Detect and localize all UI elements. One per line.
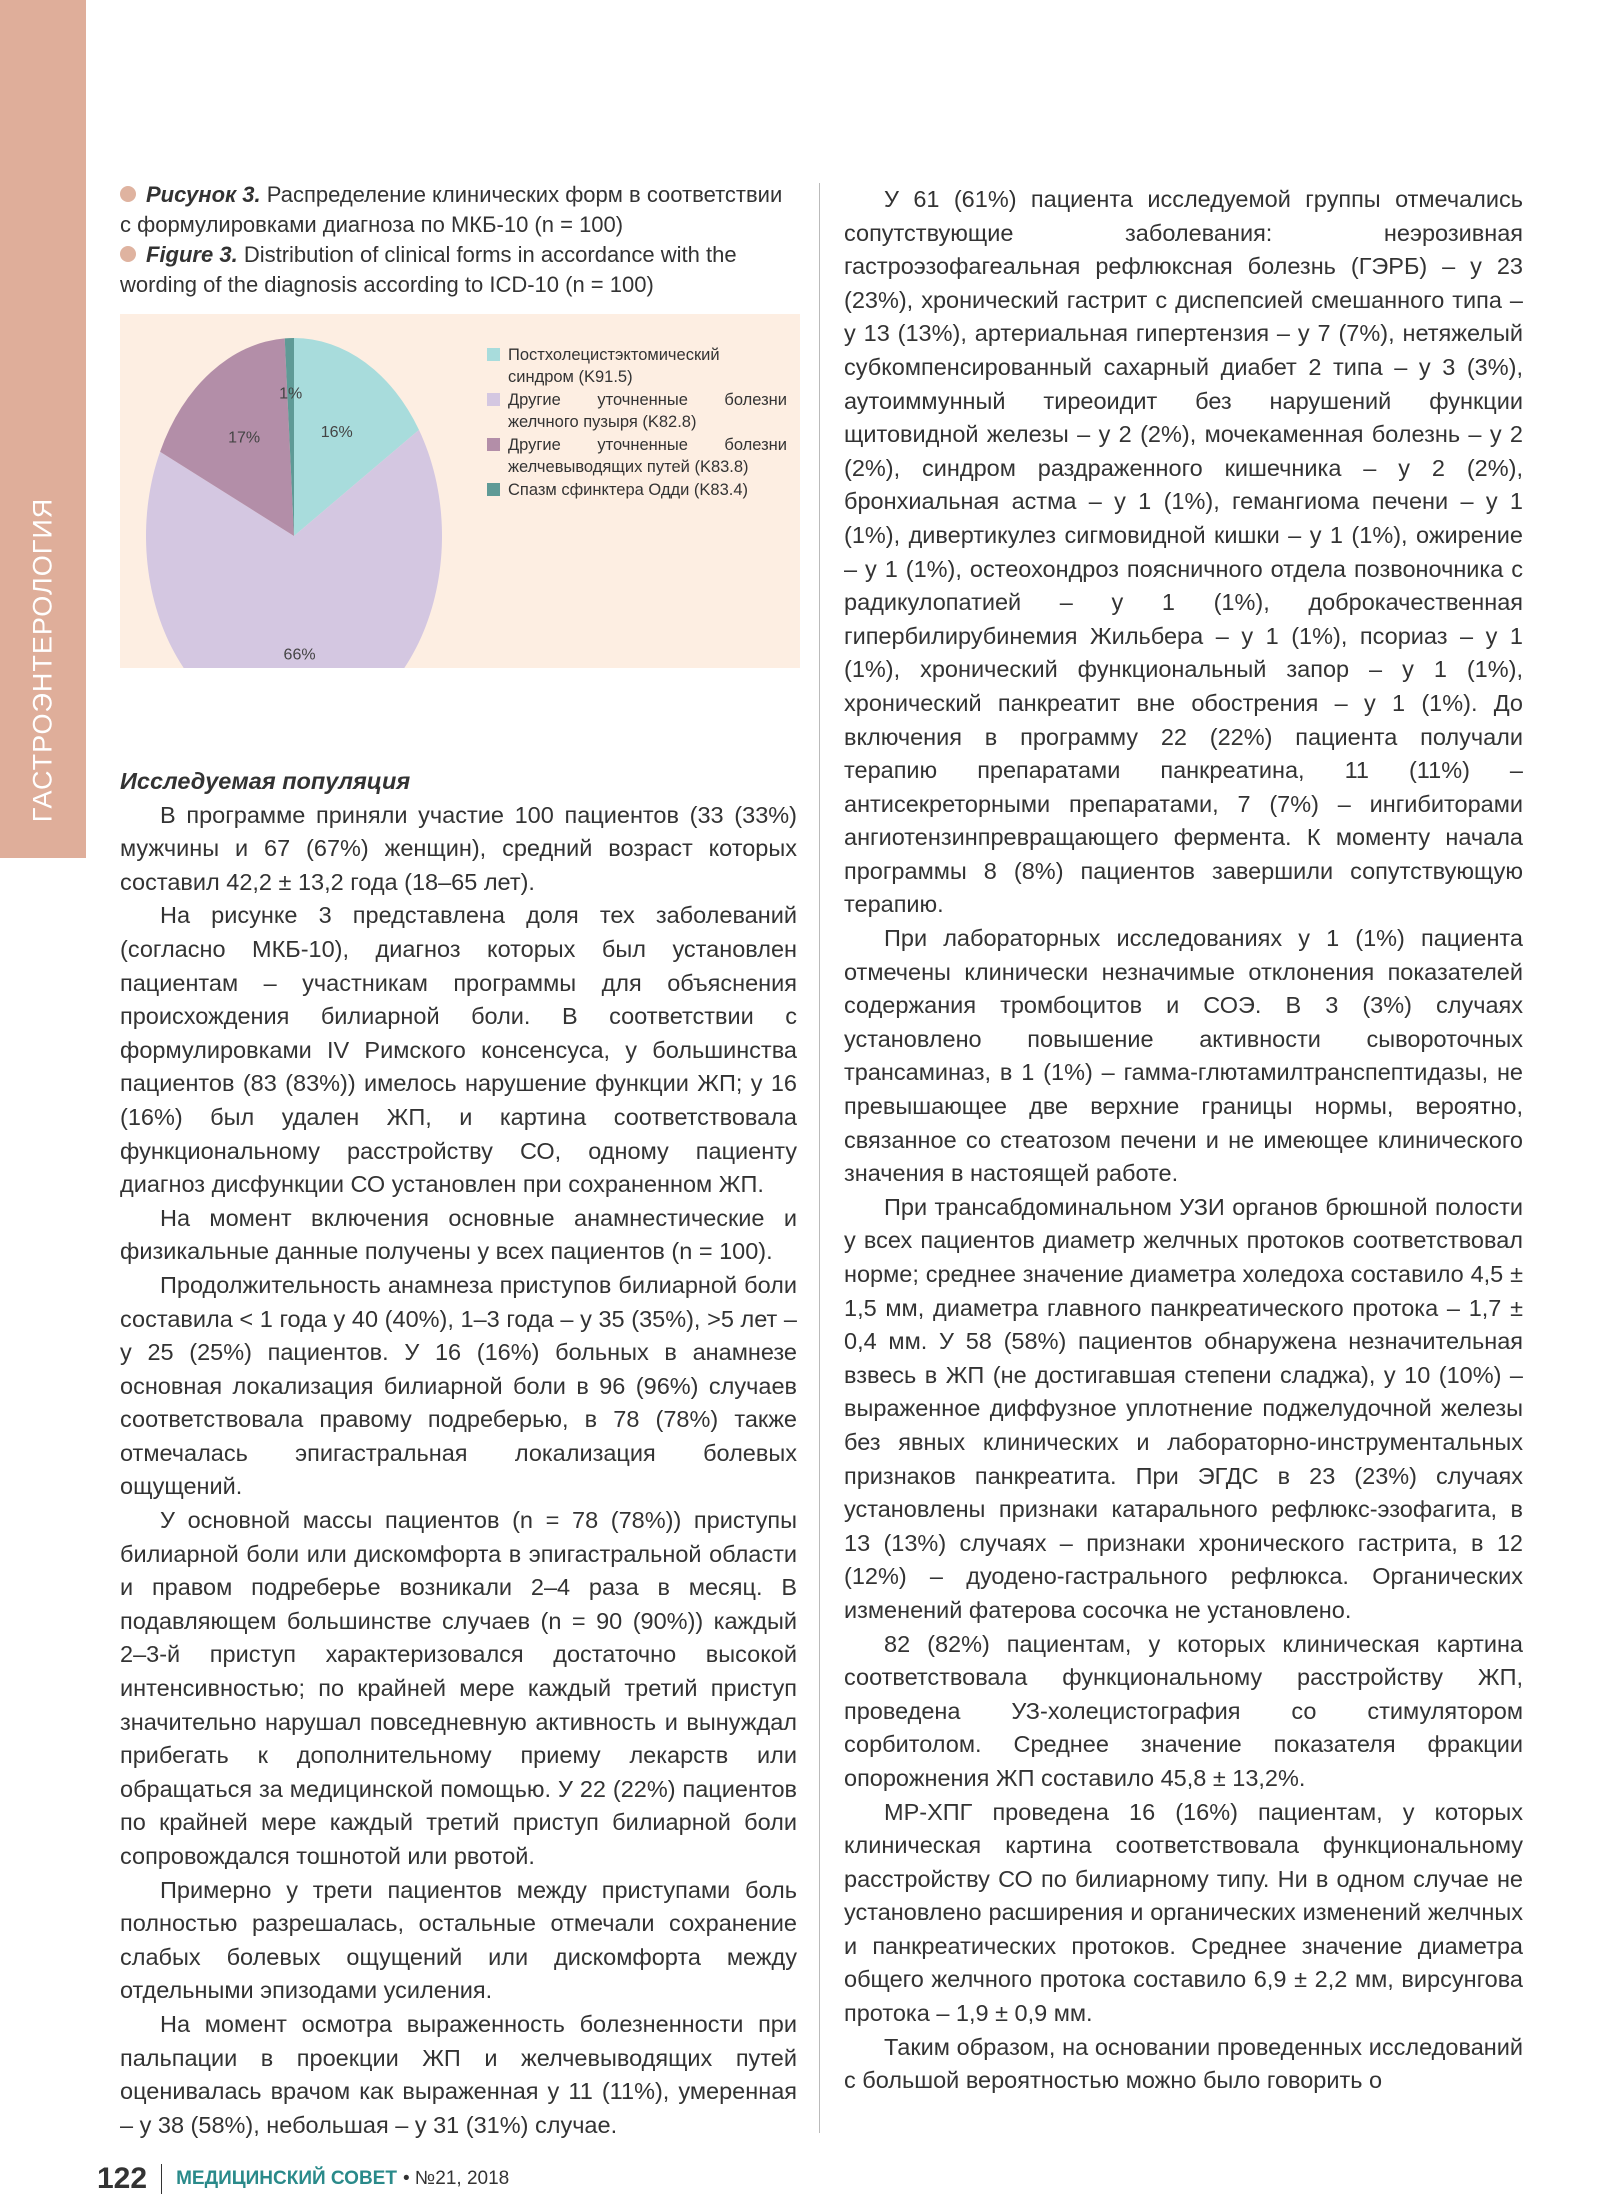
left-column: Рисунок 3. Распределение клинических фор… — [120, 180, 800, 2142]
issue: • №21, 2018 — [402, 2168, 510, 2189]
paragraph: Примерно у трети пациентов между приступ… — [120, 1876, 797, 2004]
paragraph: Таким образом, на основании проведенных … — [844, 2033, 1523, 2094]
legend-swatch — [487, 348, 500, 361]
legend-item: Спазм сфинктера Одди (K83.4) — [487, 479, 787, 501]
paragraph: У 61 (61%) пациента исследуемой группы о… — [844, 186, 1523, 918]
legend-label: Другие уточненные болезни желчного пузыр… — [508, 391, 787, 431]
pie-slice — [284, 338, 294, 536]
right-column: У 61 (61%) пациента исследуемой группы о… — [844, 183, 1523, 2098]
legend-label: Постхолецистэктомический синдром (K91.5) — [508, 346, 720, 386]
legend-item: Другие уточненные болезни желчевыводящих… — [487, 434, 787, 478]
section-heading: Исследуемая популяция — [120, 768, 411, 794]
page-number: 122 — [97, 2162, 148, 2195]
section-label: ГАСТРОЭНТЕРОЛОГИЯ — [27, 497, 58, 823]
caption-en-label: Figure 3. — [146, 242, 238, 267]
slice-label: 16% — [321, 424, 353, 441]
caption-ru: Рисунок 3. Распределение клинических фор… — [120, 180, 797, 240]
caption-en-text: Distribution of clinical forms in accord… — [120, 242, 737, 297]
section-band: ГАСТРОЭНТЕРОЛОГИЯ — [0, 0, 86, 858]
caption-ru-text: Распределение клинических форм в соответ… — [120, 182, 783, 237]
paragraph: При трансабдоминальном УЗИ органов брюшн… — [844, 1193, 1523, 1623]
paragraph: В программе приняли участие 100 пациенто… — [120, 801, 797, 895]
pie-slice — [146, 429, 442, 668]
legend-swatch — [487, 438, 500, 451]
magazine-title: МЕДИЦИНСКИЙ СОВЕТ — [176, 2168, 397, 2189]
paragraph: У основной массы пациентов (n = 78 (78%)… — [120, 1507, 797, 1869]
footer-divider — [161, 2164, 163, 2194]
paragraph: Продолжительность анамнеза приступов бил… — [120, 1271, 797, 1500]
legend-swatch — [487, 393, 500, 406]
paragraph: При лабораторных исследованиях у 1 (1%) … — [844, 925, 1523, 1187]
column-divider — [819, 183, 820, 2133]
slice-label: 1% — [279, 386, 302, 403]
caption-en: Figure 3. Distribution of clinical forms… — [120, 240, 797, 300]
bullet-icon — [120, 246, 136, 262]
slice-label: 66% — [284, 647, 316, 664]
legend-swatch — [487, 483, 500, 496]
paragraph: На момент осмотра выраженность болезненн… — [120, 2010, 797, 2138]
paragraph: На момент включения основные анамнестиче… — [120, 1204, 797, 1265]
legend-item: Другие уточненные болезни желчного пузыр… — [487, 389, 787, 433]
paragraph: МР-ХПГ проведена 16 (16%) пациентам, у к… — [844, 1798, 1523, 2027]
pie-chart: 16% 66% 17% 1% Постхолецистэктомический син… — [120, 314, 800, 668]
pie-slice — [294, 338, 419, 536]
paragraph: На рисунке 3 представлена доля тех забол… — [120, 902, 797, 1198]
pie-svg: 16% 66% 17% 1% — [146, 338, 442, 668]
slice-label: 17% — [228, 430, 260, 447]
legend-item: Постхолецистэктомический синдром (K91.5) — [487, 344, 787, 388]
chart-legend: Постхолецистэктомический синдром (K91.5)… — [487, 344, 787, 502]
legend-label: Другие уточненные болезни желчевыводящих… — [508, 436, 787, 476]
pie-slice — [160, 338, 294, 536]
bullet-icon — [120, 186, 136, 202]
paragraph: 82 (82%) пациентам, у которых клиническа… — [844, 1630, 1523, 1791]
legend-label: Спазм сфинктера Одди (K83.4) — [508, 481, 749, 499]
footer: 122 МЕДИЦИНСКИЙ СОВЕТ • №21, 2018 — [97, 2162, 509, 2196]
caption-ru-label: Рисунок 3. — [146, 182, 261, 207]
